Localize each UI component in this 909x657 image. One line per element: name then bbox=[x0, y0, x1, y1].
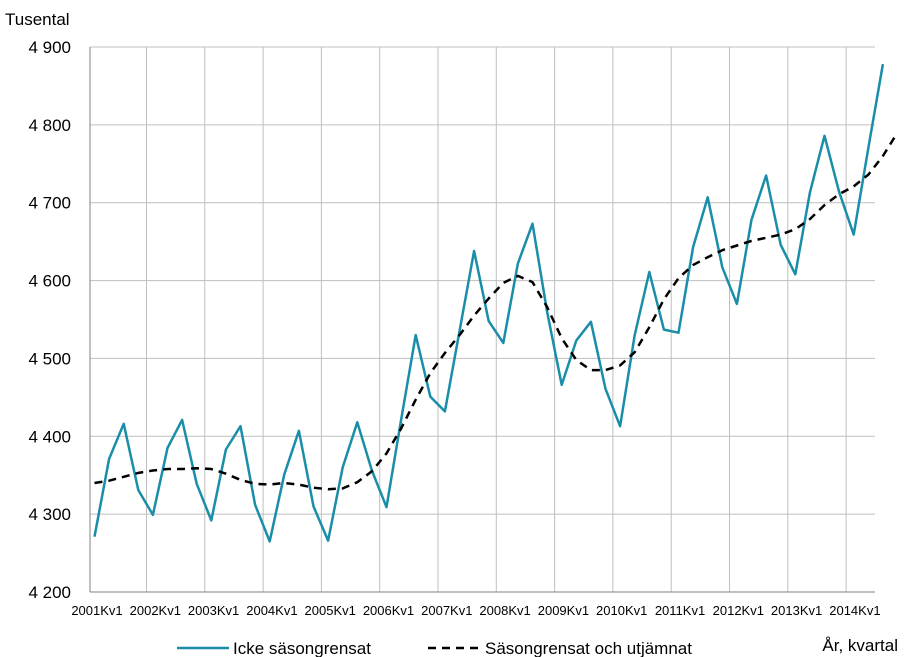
legend: Icke säsongrensat Säsongrensat och utjäm… bbox=[177, 639, 692, 657]
y-tick-label: 4 800 bbox=[28, 116, 71, 135]
x-tick-label: 2009Kv1 bbox=[538, 603, 589, 618]
series-line-sasongrensat-utjamnat bbox=[94, 131, 899, 491]
series-line-icke-sasongrensat bbox=[93, 63, 885, 543]
legend-label-sasongrensat-utjamnat: Säsongrensat och utjämnat bbox=[485, 639, 692, 657]
y-tick-label: 4 400 bbox=[28, 427, 71, 446]
gridlines bbox=[90, 46, 875, 593]
x-tick-label: 2006Kv1 bbox=[363, 603, 414, 618]
y-tick-label: 4 300 bbox=[28, 505, 71, 524]
x-tick-label: 2003Kv1 bbox=[188, 603, 239, 618]
axes bbox=[89, 47, 875, 593]
x-tick-label: 2005Kv1 bbox=[305, 603, 356, 618]
x-tick-label: 2004Kv1 bbox=[246, 603, 297, 618]
y-tick-label: 4 600 bbox=[28, 272, 71, 291]
y-tick-label: 4 200 bbox=[28, 583, 71, 602]
legend-label-icke-sasongrensat: Icke säsongrensat bbox=[233, 639, 371, 657]
x-tick-label: 2010Kv1 bbox=[596, 603, 647, 618]
x-axis-label: År, kvartal bbox=[822, 636, 898, 655]
series-lines bbox=[93, 63, 899, 543]
y-tick-label: 4 700 bbox=[28, 194, 71, 213]
x-tick-label: 2012Kv1 bbox=[713, 603, 764, 618]
y-tick-labels: 4 200 4 300 4 400 4 500 4 600 4 700 4 800 4 900 bbox=[28, 38, 71, 602]
y-tick-label: 4 900 bbox=[28, 38, 71, 57]
x-tick-label: 2001Kv1 bbox=[71, 603, 122, 618]
x-tick-label: 2011Kv1 bbox=[655, 603, 705, 618]
x-tick-label: 2013Kv1 bbox=[771, 603, 822, 618]
y-tick-label: 4 500 bbox=[28, 349, 71, 368]
x-tick-label: 2014Kv1 bbox=[829, 603, 880, 618]
x-tick-label: 2007Kv1 bbox=[421, 603, 472, 618]
x-tick-labels: 2001Kv1 2002Kv1 2003Kv1 2004Kv1 2005Kv1 2006K… bbox=[71, 603, 880, 618]
y-unit-label: Tusental bbox=[5, 10, 70, 29]
x-tick-label: 2008Kv1 bbox=[479, 603, 530, 618]
x-tick-label: 2002Kv1 bbox=[130, 603, 181, 618]
